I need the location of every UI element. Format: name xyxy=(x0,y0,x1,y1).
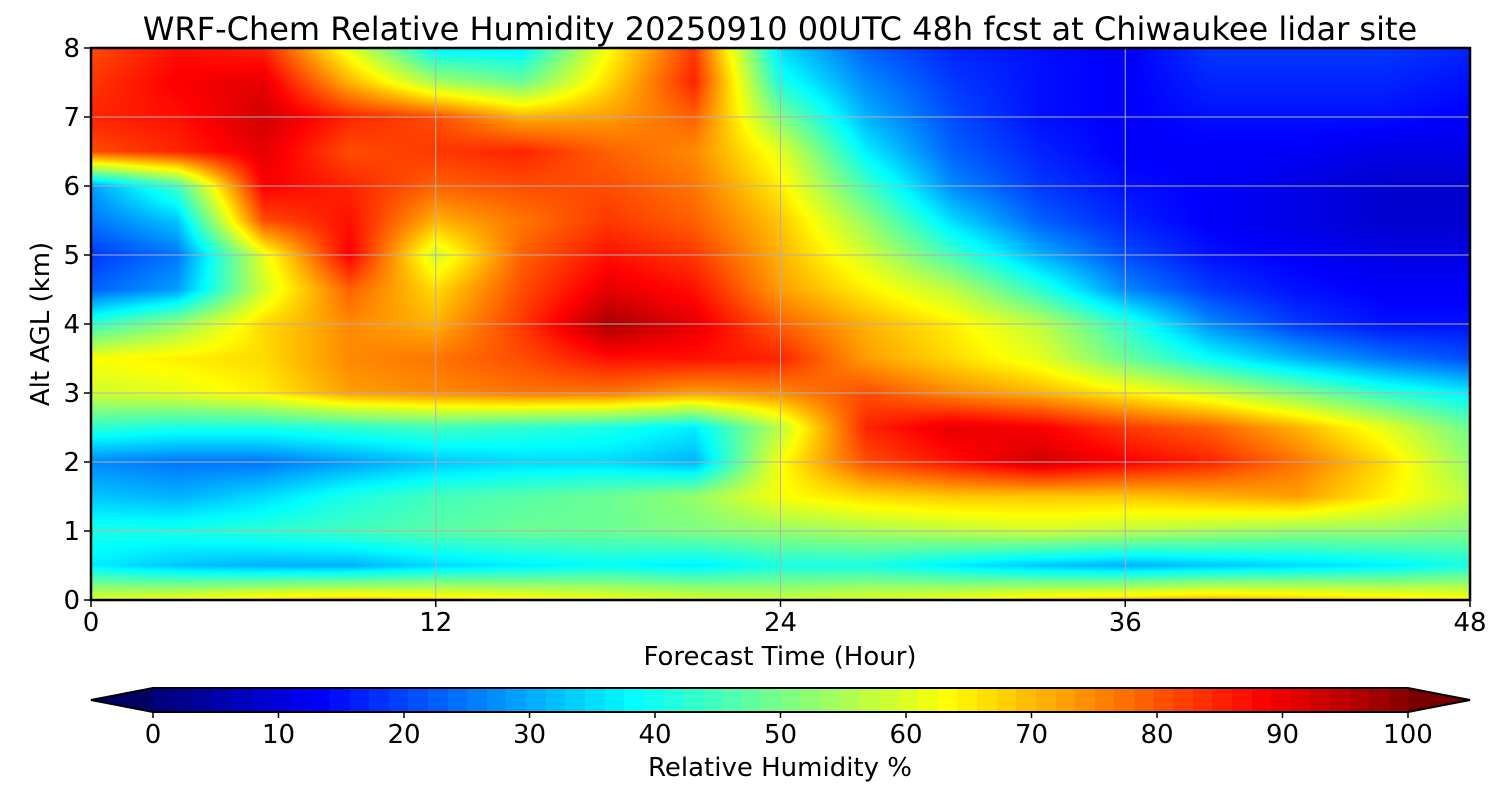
colorbar-tick-label: 10 xyxy=(262,720,295,750)
x-tick-label: 24 xyxy=(764,608,797,638)
x-tick-label: 48 xyxy=(1453,608,1486,638)
colorbar-gradient xyxy=(91,688,1470,712)
x-axis-label: Forecast Time (Hour) xyxy=(643,642,916,672)
y-tick-label: 4 xyxy=(63,310,80,340)
colorbar-tick-label: 40 xyxy=(638,720,671,750)
y-axis-label: Alt AGL (km) xyxy=(26,242,56,406)
y-tick-label: 1 xyxy=(63,517,80,547)
chart-title: WRF-Chem Relative Humidity 20250910 00UT… xyxy=(143,10,1417,48)
y-tick-label: 7 xyxy=(63,103,80,133)
x-tick-label: 36 xyxy=(1109,608,1142,638)
x-tick-label: 0 xyxy=(83,608,100,638)
y-axis-ticks: 0 1 2 3 4 5 6 7 8 xyxy=(63,34,91,616)
colorbar-tick-label: 100 xyxy=(1383,720,1433,750)
y-tick-label: 5 xyxy=(63,241,80,271)
x-axis-ticks: 0 12 24 36 48 xyxy=(83,600,1487,638)
colorbar-label: Relative Humidity % xyxy=(648,753,912,783)
colorbar-tick-label: 20 xyxy=(387,720,420,750)
y-tick-label: 6 xyxy=(63,172,80,202)
colorbar-frame xyxy=(90,687,1471,713)
colorbar: 0 10 20 30 40 50 60 70 80 90 100 Relative Humidity… xyxy=(90,687,1471,783)
colorbar-tick-label: 80 xyxy=(1140,720,1173,750)
y-tick-label: 0 xyxy=(63,586,80,616)
colorbar-tick-label: 50 xyxy=(764,720,797,750)
colorbar-tick-label: 70 xyxy=(1015,720,1048,750)
colorbar-tick-label: 90 xyxy=(1266,720,1299,750)
y-tick-label: 3 xyxy=(63,379,80,409)
colorbar-tick-label: 30 xyxy=(513,720,546,750)
plot-area xyxy=(89,46,1472,602)
y-tick-label: 8 xyxy=(63,34,80,64)
colorbar-tick-label: 60 xyxy=(889,720,922,750)
colorbar-tick-label: 0 xyxy=(145,720,162,750)
y-tick-label: 2 xyxy=(63,448,80,478)
colorbar-ticks: 0 10 20 30 40 50 60 70 80 90 100 xyxy=(145,712,1433,750)
x-tick-label: 12 xyxy=(419,608,452,638)
